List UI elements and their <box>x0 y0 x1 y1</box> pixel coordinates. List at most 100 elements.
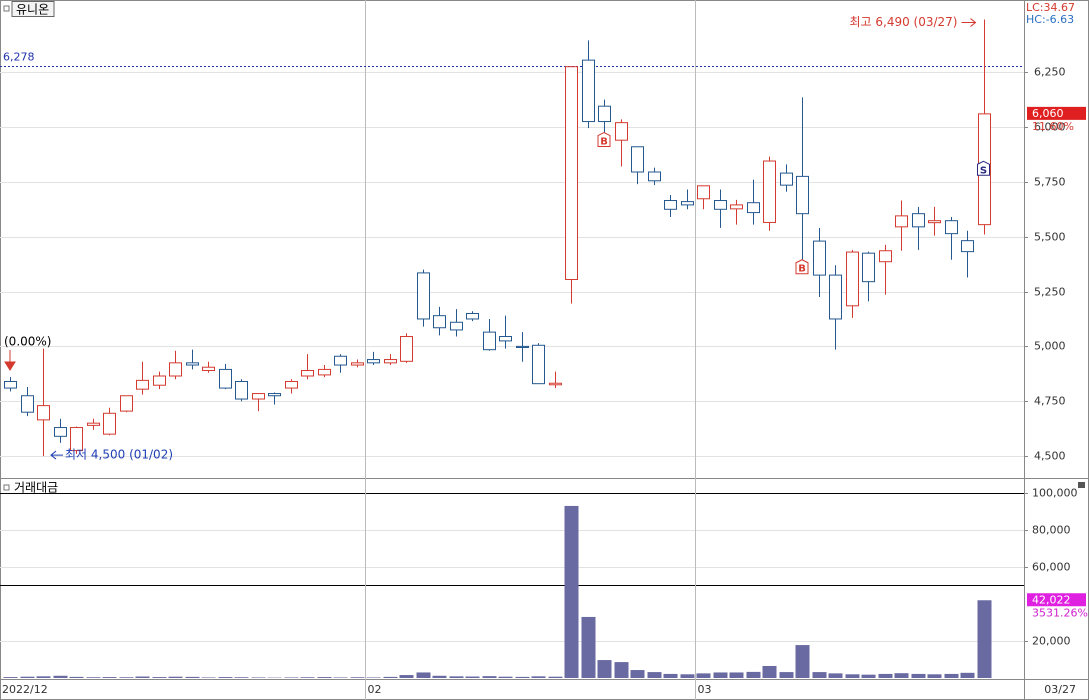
signal-label: B <box>600 137 608 148</box>
volume-title: 거래대금 <box>14 481 58 495</box>
x-tick-label: 03 <box>698 683 712 696</box>
candle-body <box>912 213 925 228</box>
candle-body <box>186 362 199 366</box>
volume-bar <box>284 677 299 678</box>
signal-marker <box>977 160 990 176</box>
reference-label: 6,278 <box>3 51 35 64</box>
candle-body <box>961 240 974 253</box>
volume-bar <box>416 672 431 678</box>
y-tick-label: 4,750 <box>1034 395 1066 408</box>
signal-marker <box>597 131 611 148</box>
candle-body <box>697 185 710 200</box>
candle-body <box>268 393 281 397</box>
volume-bar <box>729 672 744 678</box>
candle-body <box>37 405 50 421</box>
volume-bar <box>548 676 563 678</box>
volume-bar <box>36 676 51 678</box>
y-tick-label: 80,000 <box>1032 524 1071 537</box>
candle-body <box>466 312 479 320</box>
x-tick-label: 2022/12 <box>2 683 48 696</box>
candle-body <box>532 344 545 385</box>
candle-body <box>945 220 958 235</box>
volume-bar <box>581 616 596 678</box>
volume-bar <box>894 673 909 678</box>
volume-bar <box>201 677 216 678</box>
candle-body <box>367 359 380 364</box>
indicator-lc: LC:34.67 <box>1026 1 1075 14</box>
volume-bar <box>119 677 134 678</box>
candle-body <box>565 66 578 280</box>
volume-bar <box>713 672 728 678</box>
low-note: 최저 4,500 (01/02) <box>65 448 173 462</box>
volume-bar <box>812 672 827 678</box>
y-tick-label: 5,750 <box>1034 176 1066 189</box>
price-tag <box>1027 106 1086 120</box>
candle-body <box>400 336 413 362</box>
volume-bar <box>20 676 35 678</box>
candle-body <box>301 370 314 377</box>
volume-bar <box>795 645 810 678</box>
volume-bar <box>680 674 695 678</box>
volume-bar <box>3 677 18 678</box>
x-tick-label: 03/27 <box>1044 683 1076 696</box>
candle-body <box>780 172 793 186</box>
volume-bar <box>168 676 183 678</box>
candle-body <box>235 380 248 400</box>
candle-body <box>582 59 595 123</box>
panel-icon <box>3 5 10 12</box>
y-tick-label: 5,000 <box>1034 340 1066 353</box>
volume-bar <box>333 677 348 678</box>
volume-bar <box>564 505 579 678</box>
volume-bar <box>597 660 612 678</box>
candle-body <box>4 380 17 389</box>
volume-bar <box>102 677 117 678</box>
candle-body <box>136 379 149 390</box>
volume-bar <box>251 677 266 678</box>
candle-body <box>829 274 842 320</box>
candle-body <box>615 122 628 141</box>
volume-bar <box>234 677 249 678</box>
y-tick-label: 60,000 <box>1032 561 1071 574</box>
candle-body <box>664 200 677 210</box>
volume-tag <box>1027 593 1086 607</box>
volume-bar <box>366 677 381 678</box>
volume-bar <box>828 673 843 678</box>
volume-bar <box>878 673 893 678</box>
candle-body <box>549 382 562 386</box>
y-tick-label: 20,000 <box>1032 635 1071 648</box>
volume-bar <box>399 675 414 678</box>
volume-bar <box>531 676 546 678</box>
volume-bar <box>449 676 464 678</box>
volume-bar <box>779 672 794 678</box>
volume-bar <box>498 676 513 678</box>
candle-body <box>813 240 826 276</box>
volume-bar <box>696 673 711 678</box>
volume-bar <box>300 677 315 678</box>
candle-body <box>202 366 215 372</box>
candle-body <box>928 220 941 224</box>
title-box[interactable] <box>11 1 55 17</box>
candle-body <box>21 395 34 413</box>
candle-body <box>153 375 166 386</box>
volume-bar <box>845 674 860 678</box>
candle-body <box>631 146 644 173</box>
volume-bar <box>69 676 84 678</box>
y-tick-label: 6,250 <box>1034 66 1066 79</box>
base-note: (0.00%) <box>4 335 51 349</box>
high-arrow <box>961 18 977 27</box>
y-tick-label: 100,000 <box>1032 487 1078 500</box>
candle-body <box>598 105 611 123</box>
volume-bar <box>977 600 992 678</box>
y-tick-label: 5,500 <box>1034 231 1066 244</box>
volume-change: 3531.26% <box>1032 606 1088 619</box>
volume-bar <box>86 677 101 678</box>
panel-button[interactable] <box>1078 482 1085 488</box>
base-arrow <box>4 350 16 371</box>
indicator-hc: HC:-6.63 <box>1026 13 1074 26</box>
volume-bar <box>135 676 150 678</box>
volume-bar <box>218 677 233 678</box>
candle-body <box>681 201 694 206</box>
volume-bar <box>927 674 942 678</box>
volume-bar <box>663 673 678 678</box>
